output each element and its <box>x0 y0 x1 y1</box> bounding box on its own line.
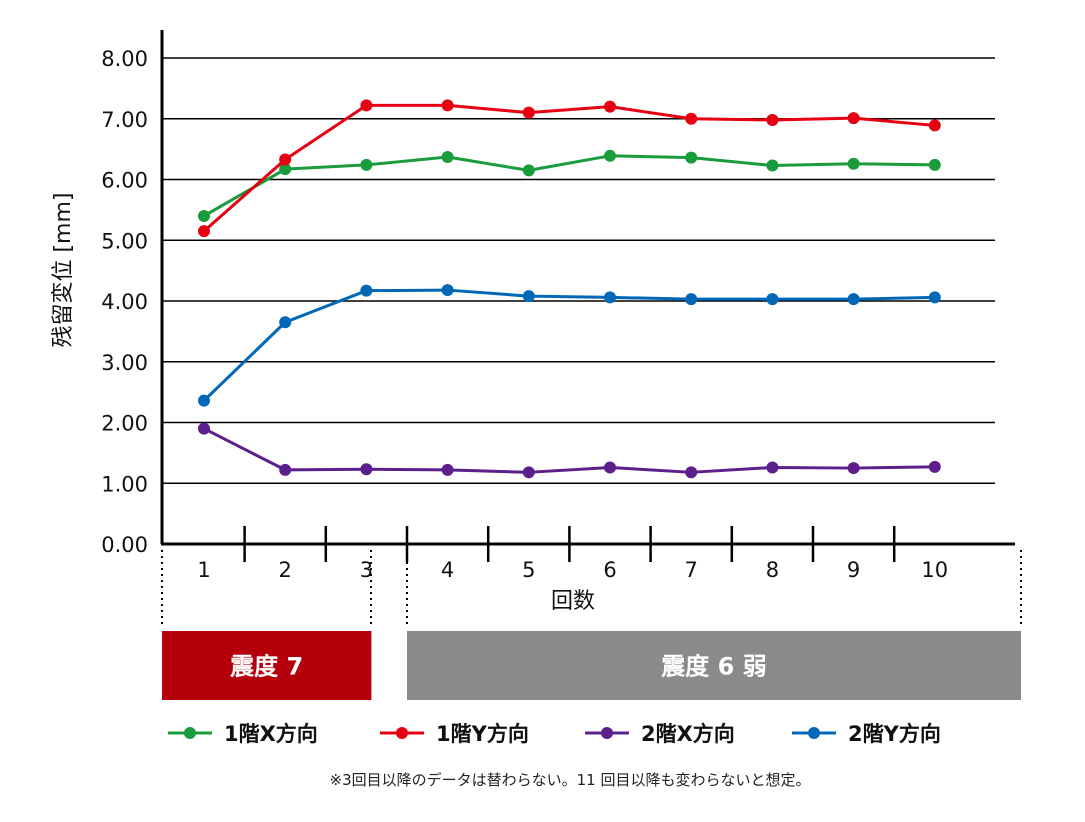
data-point <box>685 466 698 479</box>
data-point <box>279 463 292 476</box>
y-tick-label: 5.00 <box>101 229 148 253</box>
data-point <box>766 159 779 172</box>
series-line <box>203 154 935 218</box>
footnote: ※3回目以降のデータは替わらない。11 回目以降も変わらないと想定。 <box>330 771 811 789</box>
y-tick-label: 2.00 <box>101 412 148 436</box>
data-point <box>441 151 454 164</box>
intensity-band-label: 震度 6 弱 <box>661 653 766 681</box>
data-point <box>847 293 860 306</box>
legend-swatch-marker <box>808 727 820 739</box>
data-point <box>928 460 941 473</box>
data-point <box>604 149 616 162</box>
data-point <box>198 209 210 222</box>
data-point <box>766 293 779 306</box>
data-point <box>604 291 616 304</box>
data-point <box>198 225 210 238</box>
intensity-bands: 震度 7 震度 6 弱 <box>162 631 1021 700</box>
legend-label: 2階X方向 <box>641 722 735 746</box>
series-line <box>203 427 935 474</box>
data-point <box>360 99 373 112</box>
legend-label: 1階X方向 <box>224 722 318 746</box>
x-tick-label: 8 <box>766 558 779 582</box>
data-point <box>847 462 860 475</box>
x-tick-label: 7 <box>685 558 698 582</box>
x-tick-label: 4 <box>441 558 454 582</box>
data-point <box>685 293 698 306</box>
series-line <box>202 288 935 402</box>
x-tick-label: 2 <box>279 558 292 582</box>
data-point <box>522 466 535 479</box>
x-tick-label: 5 <box>522 558 535 582</box>
data-point <box>198 422 210 435</box>
data-point <box>604 100 616 113</box>
data-point <box>441 284 454 297</box>
legend-swatch-marker <box>396 727 408 739</box>
grid-lines <box>162 57 995 485</box>
legend: 1階X方向 1階Y方向 2階X方向 2階Y方向 <box>168 722 941 746</box>
legend-swatch-marker <box>184 727 196 739</box>
y-tick-label: 1.00 <box>101 472 148 496</box>
y-tick-label: 7.00 <box>101 108 148 132</box>
data-point <box>685 112 698 125</box>
legend-swatch-marker <box>601 727 613 739</box>
series-lines <box>198 99 941 479</box>
y-tick-label: 8.00 <box>101 47 148 71</box>
y-tick-label: 6.00 <box>101 169 148 193</box>
axes <box>160 30 1015 562</box>
data-point <box>928 158 941 171</box>
data-point <box>766 461 779 474</box>
x-tick-label: 10 <box>921 558 948 582</box>
x-tick-labels: 1 2 3 4 5 6 7 8 9 10 <box>197 558 948 582</box>
series-line <box>203 103 935 233</box>
intensity-band-label: 震度 7 <box>230 653 303 681</box>
x-tick-label: 3 <box>360 558 373 582</box>
data-point <box>279 153 292 166</box>
data-point <box>847 157 860 170</box>
intensity-band <box>162 631 372 700</box>
y-tick-labels: 0.00 1.00 2.00 3.00 4.00 5.00 6.00 7.00 8.00 <box>101 47 148 557</box>
data-point <box>847 112 860 125</box>
data-point <box>522 164 535 177</box>
data-point <box>928 291 941 304</box>
y-tick-label: 0.00 <box>101 533 148 557</box>
legend-label: 1階Y方向 <box>436 722 529 746</box>
legend-label: 2階Y方向 <box>848 722 941 746</box>
y-tick-label: 3.00 <box>101 351 148 375</box>
x-tick-label: 9 <box>847 558 860 582</box>
data-point <box>360 463 373 476</box>
data-point <box>766 113 779 126</box>
data-point <box>928 119 941 132</box>
data-point <box>685 151 698 164</box>
x-axis-label: 回数 <box>551 589 595 614</box>
x-tick-label: 1 <box>197 558 210 582</box>
y-axis-label: 残留変位 [mm] <box>51 192 76 347</box>
data-point <box>360 284 373 297</box>
data-point <box>279 316 292 329</box>
data-point <box>441 463 454 476</box>
intensity-band <box>407 631 1021 700</box>
data-point <box>360 158 373 171</box>
data-point <box>522 290 535 303</box>
y-tick-label: 4.00 <box>101 290 148 314</box>
band-separators <box>161 550 1022 627</box>
data-point <box>198 394 210 407</box>
data-point <box>522 106 535 119</box>
x-tick-label: 6 <box>603 558 616 582</box>
data-point <box>441 99 454 112</box>
data-point <box>604 461 616 474</box>
data-point <box>279 163 292 176</box>
